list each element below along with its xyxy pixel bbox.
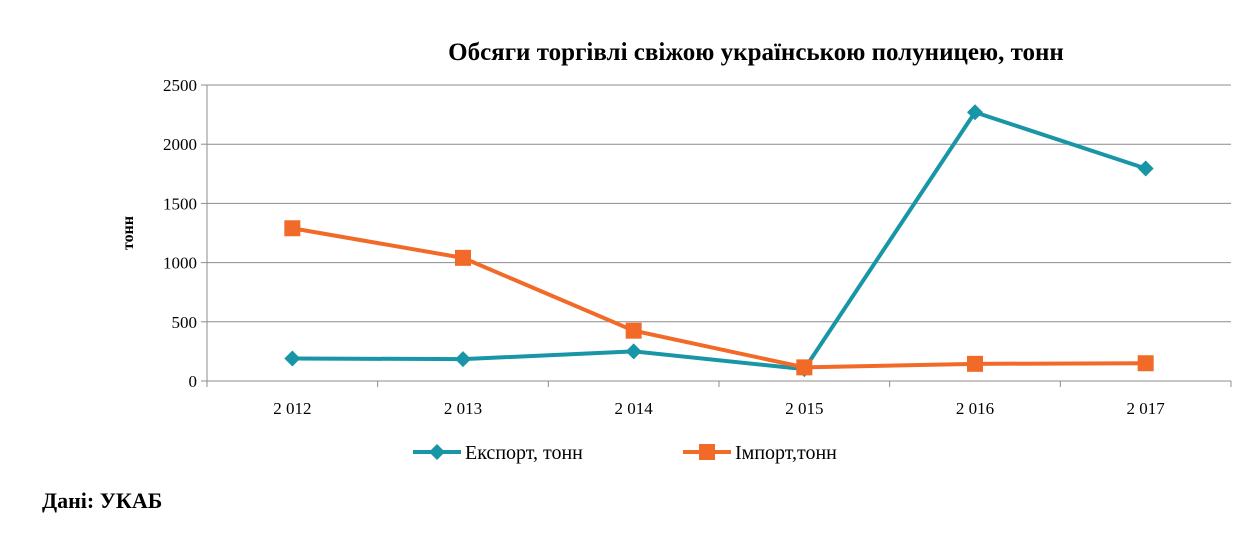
data-point-square <box>796 359 813 376</box>
legend-label: Експорт, тонн <box>465 442 583 464</box>
y-tick-label: 500 <box>172 313 198 332</box>
data-point-square <box>1137 355 1154 372</box>
series-line-1 <box>292 110 1147 372</box>
x-tick-labels: 2 012 2 013 2 014 2 015 2 016 2 017 <box>273 399 1165 418</box>
y-axis-label: тонн <box>120 216 137 250</box>
y-tick-label: 2500 <box>163 76 197 95</box>
legend: Експорт, тонн Імпорт,тонн <box>413 442 837 464</box>
x-tick-label: 2 013 <box>444 399 482 418</box>
legend-marker-diamond <box>429 444 445 460</box>
data-point-square <box>455 249 471 266</box>
x-tick-label: 2 015 <box>785 399 823 418</box>
x-tick-label: 2 017 <box>1127 399 1166 418</box>
y-tick-label: 1500 <box>163 194 197 213</box>
axes <box>201 84 1232 387</box>
y-tick-label: 0 <box>189 372 198 391</box>
y-tick-label: 1000 <box>163 254 197 273</box>
data-point-diamond <box>1137 160 1154 177</box>
data-point-diamond <box>455 351 471 368</box>
x-tick-label: 2 016 <box>956 399 994 418</box>
y-tick-labels: 0 500 1000 1500 2000 2500 <box>163 76 197 391</box>
series-group <box>284 104 1154 378</box>
chart-title: Обсяги торгівлі свіжою українською полун… <box>448 39 1064 66</box>
data-point-diamond <box>284 350 301 367</box>
source-note: Дані: УКАБ <box>42 488 163 513</box>
data-point-square <box>625 322 642 339</box>
data-point-square <box>284 220 301 237</box>
data-point-square <box>967 355 983 372</box>
x-tick-label: 2 012 <box>273 399 311 418</box>
gridlines <box>207 84 1231 323</box>
data-point-diamond <box>967 104 983 121</box>
line-chart: Обсяги торгівлі свіжою українською полун… <box>120 39 1232 464</box>
x-tick-label: 2 014 <box>615 399 654 418</box>
legend-label: Імпорт,тонн <box>735 442 837 464</box>
data-point-diamond <box>625 343 642 360</box>
y-tick-label: 2000 <box>163 135 197 154</box>
series-line-2 <box>291 226 1146 370</box>
legend-marker-square <box>699 444 715 460</box>
